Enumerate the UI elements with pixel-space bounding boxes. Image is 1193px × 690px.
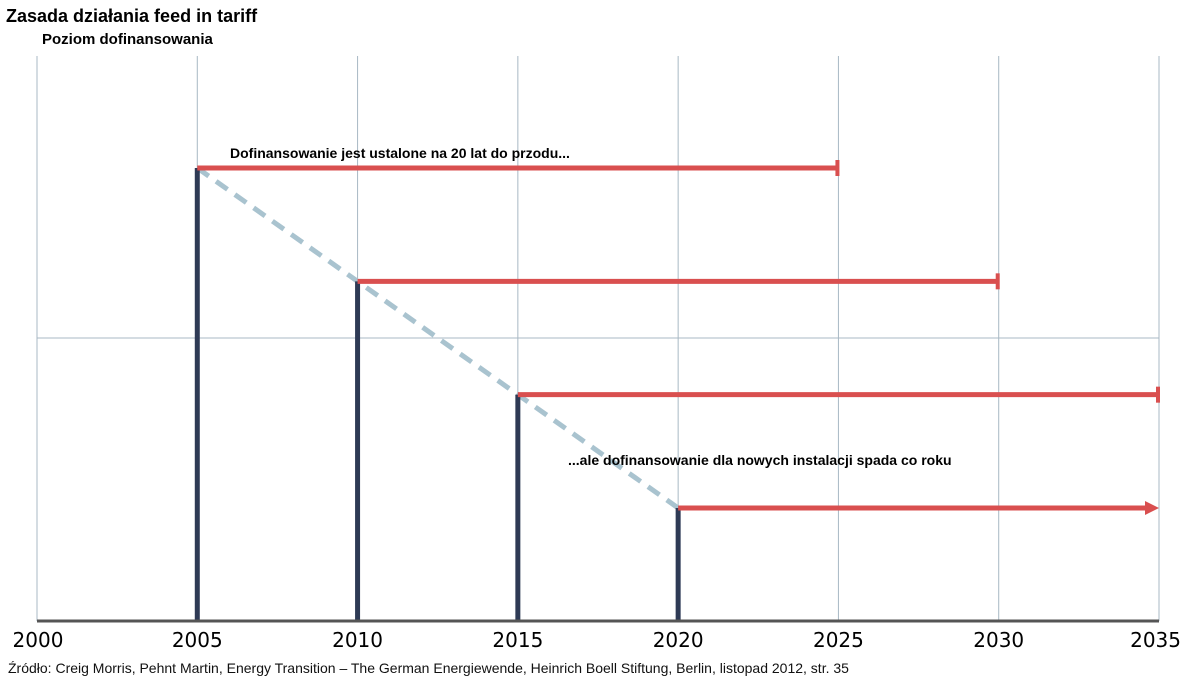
annotation-fixed-20-years: Dofinansowanie jest ustalone na 20 lat d… [230,145,570,161]
chart-title: Zasada działania feed in tariff [6,6,258,26]
x-tick-label: 2025 [813,628,864,652]
grid [36,56,1160,621]
x-tick-labels: 2000 2005 2010 2015 2020 2025 2030 2035 [13,628,1181,652]
x-tick-label: 2020 [653,628,704,652]
declining-tariff-line [195,165,680,511]
tariff-arrowhead-2020 [1145,501,1159,515]
decline-line [195,165,680,511]
tariff-lines [197,160,1160,515]
y-axis-label: Poziom dofinansowania [42,31,213,48]
annotation-declining-tariff: ...ale dofinansowanie dla nowych instala… [568,452,952,468]
x-tick-label: 2015 [492,628,543,652]
x-tick-label: 2030 [973,628,1024,652]
x-tick-label: 2035 [1130,628,1181,652]
x-tick-label: 2010 [332,628,383,652]
x-tick-label: 2005 [172,628,223,652]
source-note: Źródło: Creig Morris, Pehnt Martin, Ener… [8,660,849,676]
annotations: Dofinansowanie jest ustalone na 20 lat d… [230,145,952,468]
x-tick-label: 2000 [13,628,64,652]
installation-bars [194,168,681,621]
